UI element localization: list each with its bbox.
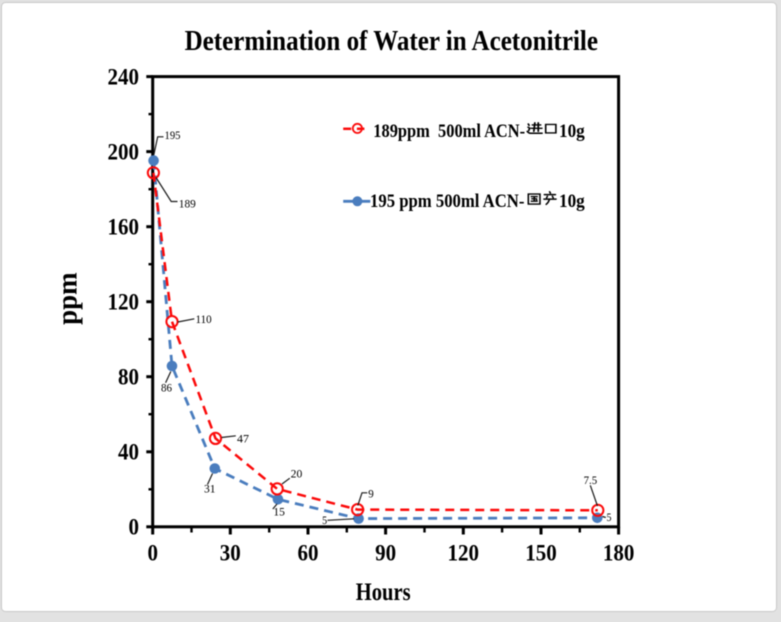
svg-text:189: 189 [179,199,196,211]
svg-text:150: 150 [525,540,557,566]
svg-text:160: 160 [108,215,140,241]
svg-text:240: 240 [108,65,140,91]
svg-text:10g: 10g [559,191,585,212]
svg-text:40: 40 [118,440,139,466]
svg-text:7.5: 7.5 [584,475,598,487]
svg-text:15: 15 [273,507,285,519]
svg-text:90: 90 [375,540,396,566]
svg-text:Hours: Hours [356,577,411,606]
svg-text:0: 0 [129,515,140,541]
svg-text:195: 195 [165,130,181,142]
svg-text:9: 9 [368,489,374,501]
svg-text:5: 5 [322,515,327,527]
svg-text:10g: 10g [559,121,585,142]
svg-text:47: 47 [237,433,249,445]
svg-text:180: 180 [603,540,635,566]
svg-text:200: 200 [108,140,140,166]
svg-text:30: 30 [220,540,241,566]
svg-text:189ppm 500ml ACN-: 189ppm 500ml ACN- [373,121,525,142]
svg-text:0: 0 [147,540,158,566]
svg-text:31: 31 [204,483,216,495]
svg-text:ppm: ppm [52,272,83,325]
svg-text:5: 5 [607,512,612,524]
svg-text:20: 20 [291,469,303,481]
svg-text:60: 60 [298,540,319,566]
svg-text:80: 80 [118,365,139,391]
svg-text:Determination of Water in Acet: Determination of Water in Acetonitrile [185,26,598,57]
svg-text:195 ppm 500ml ACN-: 195 ppm 500ml ACN- [370,191,524,212]
svg-text:120: 120 [108,290,140,316]
svg-text:86: 86 [161,383,172,395]
svg-text:120: 120 [448,540,480,566]
svg-text:110: 110 [196,314,212,326]
